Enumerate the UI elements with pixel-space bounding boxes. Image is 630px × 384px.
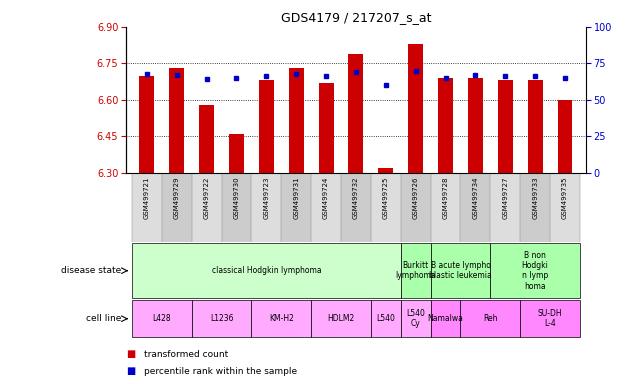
- Text: GSM499728: GSM499728: [442, 176, 449, 219]
- Bar: [311, 173, 341, 242]
- Text: L1236: L1236: [210, 314, 233, 323]
- Bar: [520, 173, 550, 242]
- Bar: [139, 76, 154, 173]
- Text: GSM499731: GSM499731: [293, 176, 299, 219]
- Bar: [550, 173, 580, 242]
- Text: HDLM2: HDLM2: [328, 314, 355, 323]
- Text: GSM499721: GSM499721: [144, 176, 150, 219]
- Title: GDS4179 / 217207_s_at: GDS4179 / 217207_s_at: [281, 11, 431, 24]
- Bar: [311, 300, 371, 337]
- Text: disease state: disease state: [61, 266, 122, 275]
- Bar: [229, 134, 244, 173]
- Bar: [169, 68, 184, 173]
- Bar: [490, 243, 580, 298]
- Bar: [341, 173, 371, 242]
- Bar: [379, 168, 393, 173]
- Bar: [348, 54, 364, 173]
- Bar: [132, 173, 162, 242]
- Bar: [520, 300, 580, 337]
- Text: L540
Cy: L540 Cy: [406, 309, 425, 328]
- Bar: [461, 300, 520, 337]
- Bar: [401, 173, 431, 242]
- Text: GSM499727: GSM499727: [502, 176, 508, 219]
- Text: SU-DH
L-4: SU-DH L-4: [538, 309, 563, 328]
- Text: classical Hodgkin lymphoma: classical Hodgkin lymphoma: [212, 266, 321, 275]
- Bar: [162, 173, 192, 242]
- Text: GSM499726: GSM499726: [413, 176, 419, 219]
- Text: ■: ■: [126, 349, 135, 359]
- Bar: [371, 173, 401, 242]
- Text: ■: ■: [126, 366, 135, 376]
- Text: L428: L428: [152, 314, 171, 323]
- Text: Namalwa: Namalwa: [428, 314, 464, 323]
- Bar: [490, 173, 520, 242]
- Bar: [259, 80, 274, 173]
- Bar: [401, 300, 431, 337]
- Text: GSM499724: GSM499724: [323, 176, 329, 218]
- Bar: [251, 300, 311, 337]
- Text: L540: L540: [376, 314, 395, 323]
- Text: transformed count: transformed count: [144, 350, 228, 359]
- Bar: [468, 78, 483, 173]
- Bar: [192, 300, 251, 337]
- Text: GSM499722: GSM499722: [203, 176, 210, 218]
- Text: B non
Hodgki
n lymp
homa: B non Hodgki n lymp homa: [522, 251, 549, 291]
- Bar: [431, 300, 461, 337]
- Text: percentile rank within the sample: percentile rank within the sample: [144, 367, 297, 376]
- Bar: [132, 243, 401, 298]
- Text: GSM499729: GSM499729: [174, 176, 180, 219]
- Bar: [192, 173, 222, 242]
- Bar: [281, 173, 311, 242]
- Bar: [289, 68, 304, 173]
- Text: Reh: Reh: [483, 314, 498, 323]
- Bar: [222, 173, 251, 242]
- Bar: [461, 173, 490, 242]
- Text: cell line: cell line: [86, 314, 122, 323]
- Text: GSM499730: GSM499730: [234, 176, 239, 219]
- Text: GSM499723: GSM499723: [263, 176, 270, 219]
- Bar: [408, 44, 423, 173]
- Bar: [498, 80, 513, 173]
- Bar: [251, 173, 281, 242]
- Bar: [558, 100, 573, 173]
- Bar: [431, 243, 490, 298]
- Text: Burkitt
lymphoma: Burkitt lymphoma: [396, 261, 436, 280]
- Text: KM-H2: KM-H2: [269, 314, 294, 323]
- Text: GSM499732: GSM499732: [353, 176, 359, 219]
- Text: GSM499735: GSM499735: [562, 176, 568, 219]
- Bar: [371, 300, 401, 337]
- Text: B acute lympho
blastic leukemia: B acute lympho blastic leukemia: [429, 261, 492, 280]
- Text: GSM499733: GSM499733: [532, 176, 538, 219]
- Bar: [319, 83, 333, 173]
- Bar: [199, 105, 214, 173]
- Bar: [528, 80, 542, 173]
- Text: GSM499734: GSM499734: [472, 176, 478, 219]
- Bar: [132, 300, 192, 337]
- Bar: [401, 243, 431, 298]
- Bar: [431, 173, 461, 242]
- Bar: [438, 78, 453, 173]
- Text: GSM499725: GSM499725: [383, 176, 389, 218]
